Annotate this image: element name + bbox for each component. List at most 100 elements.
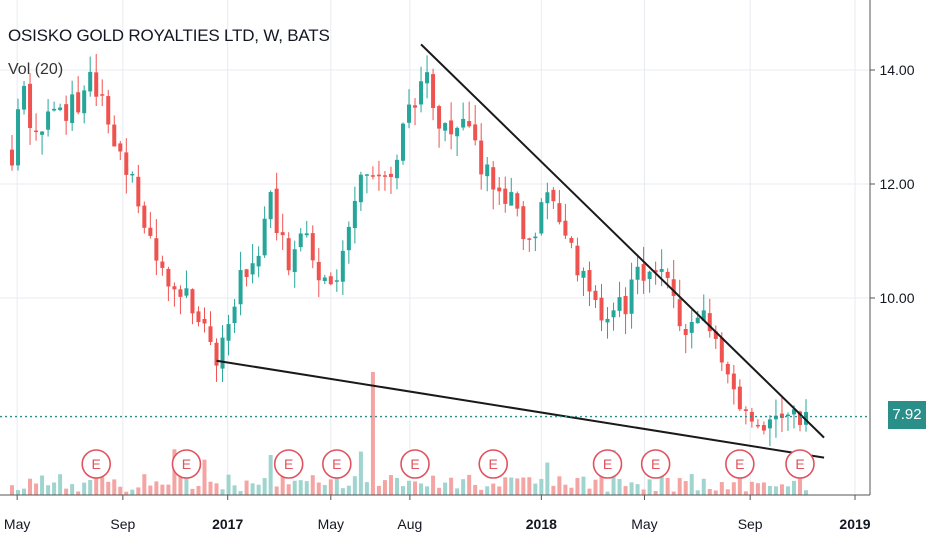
volume-bar [497,486,502,495]
volume-bar [316,482,321,495]
volume-bar [190,488,195,495]
volume-bar [142,474,147,495]
volume-indicator-label[interactable]: Vol (20) [8,61,64,78]
volume-bar [58,474,63,495]
volume-bar [635,484,640,495]
volume-bar [731,482,736,495]
volume-bar [467,474,472,495]
earnings-marker[interactable]: E [478,449,509,479]
candle-body [497,187,502,192]
volume-bar [593,479,598,495]
volume-bar [407,480,412,495]
earnings-label: E [182,456,191,472]
candle-body [707,313,712,332]
volume-bar [737,476,742,495]
earnings-marker[interactable]: E [81,449,112,479]
volume-bar [100,477,105,495]
volume-bar [70,484,75,495]
candle-body [160,261,165,268]
volume-bar [503,477,508,495]
volume-bar [40,475,45,495]
earnings-marker[interactable]: E [273,449,304,479]
volume-bar [376,485,381,495]
volume-bar [292,480,297,495]
volume-bar [346,485,351,495]
volume-bar [431,475,436,495]
earnings-circle [592,449,623,479]
volume-bar [575,477,580,495]
earnings-marker[interactable]: E [640,449,671,479]
candle-body [214,342,219,366]
volume-bar [46,485,51,495]
candle-body [70,94,75,124]
candle-body [394,159,399,179]
volume-bar [148,485,153,495]
volume-bar [605,491,610,495]
candle-body [557,203,562,223]
volume-bar [214,483,219,495]
earnings-circle [400,449,430,479]
candle-body [671,279,676,296]
candle-body [407,104,412,123]
volume-bar [112,479,117,495]
candle-body [328,276,333,285]
candle-body [226,324,231,341]
volume-bar [136,487,141,495]
candle-body [791,409,796,415]
trendlines[interactable] [216,43,825,459]
candle-body [364,174,369,176]
candle-body [509,192,514,206]
earnings-marker[interactable]: E [785,449,815,479]
volume-bar [725,489,730,495]
candle-body [142,205,147,228]
candle-body [659,268,664,272]
candle-body [154,238,159,261]
volume-bar [437,487,442,495]
volume-bar [785,486,790,495]
volume-bar [268,455,273,495]
earnings-label: E [92,456,101,472]
candle-body [166,268,171,287]
volume-bar [749,481,754,495]
earnings-marker[interactable]: E [400,449,430,479]
candle-body [136,176,141,207]
earnings-marker[interactable]: E [592,449,623,479]
volume-bar [388,475,393,495]
candle-body [370,175,375,177]
candle-body [244,269,249,278]
earnings-circle [640,449,671,479]
volume-bar [208,481,213,495]
volume-bar [280,476,285,495]
candle-body [196,311,201,323]
candle-body [28,83,33,129]
volume-bar [743,491,748,495]
earnings-label: E [284,456,293,472]
volume-bar [804,490,809,495]
earnings-label: E [489,456,498,472]
candle-body [376,174,381,177]
candle-body [268,192,273,220]
candle-body [106,96,111,125]
candle-body [629,279,634,314]
x-tick-label: Sep [110,516,135,532]
axes: 14.00 12.00 10.00 May Sep 2017 May Aug 2018 May Se… [0,0,915,532]
candle-body [653,270,658,273]
candle-body [298,233,303,248]
upper-trendline[interactable] [420,43,825,439]
volume-bar [310,475,315,495]
lower-trendline[interactable] [216,359,825,459]
earnings-marker[interactable]: E [725,449,755,479]
volume-bar [262,478,267,495]
earnings-marker[interactable]: E [322,449,352,479]
volume-bar [130,489,135,495]
candle-body [689,321,694,333]
candle-body [515,193,520,209]
earnings-marker[interactable]: E [171,449,202,479]
candle-body [647,271,652,280]
volume-bar [455,488,460,495]
candle-body [521,206,526,240]
volume-bar [473,484,478,495]
